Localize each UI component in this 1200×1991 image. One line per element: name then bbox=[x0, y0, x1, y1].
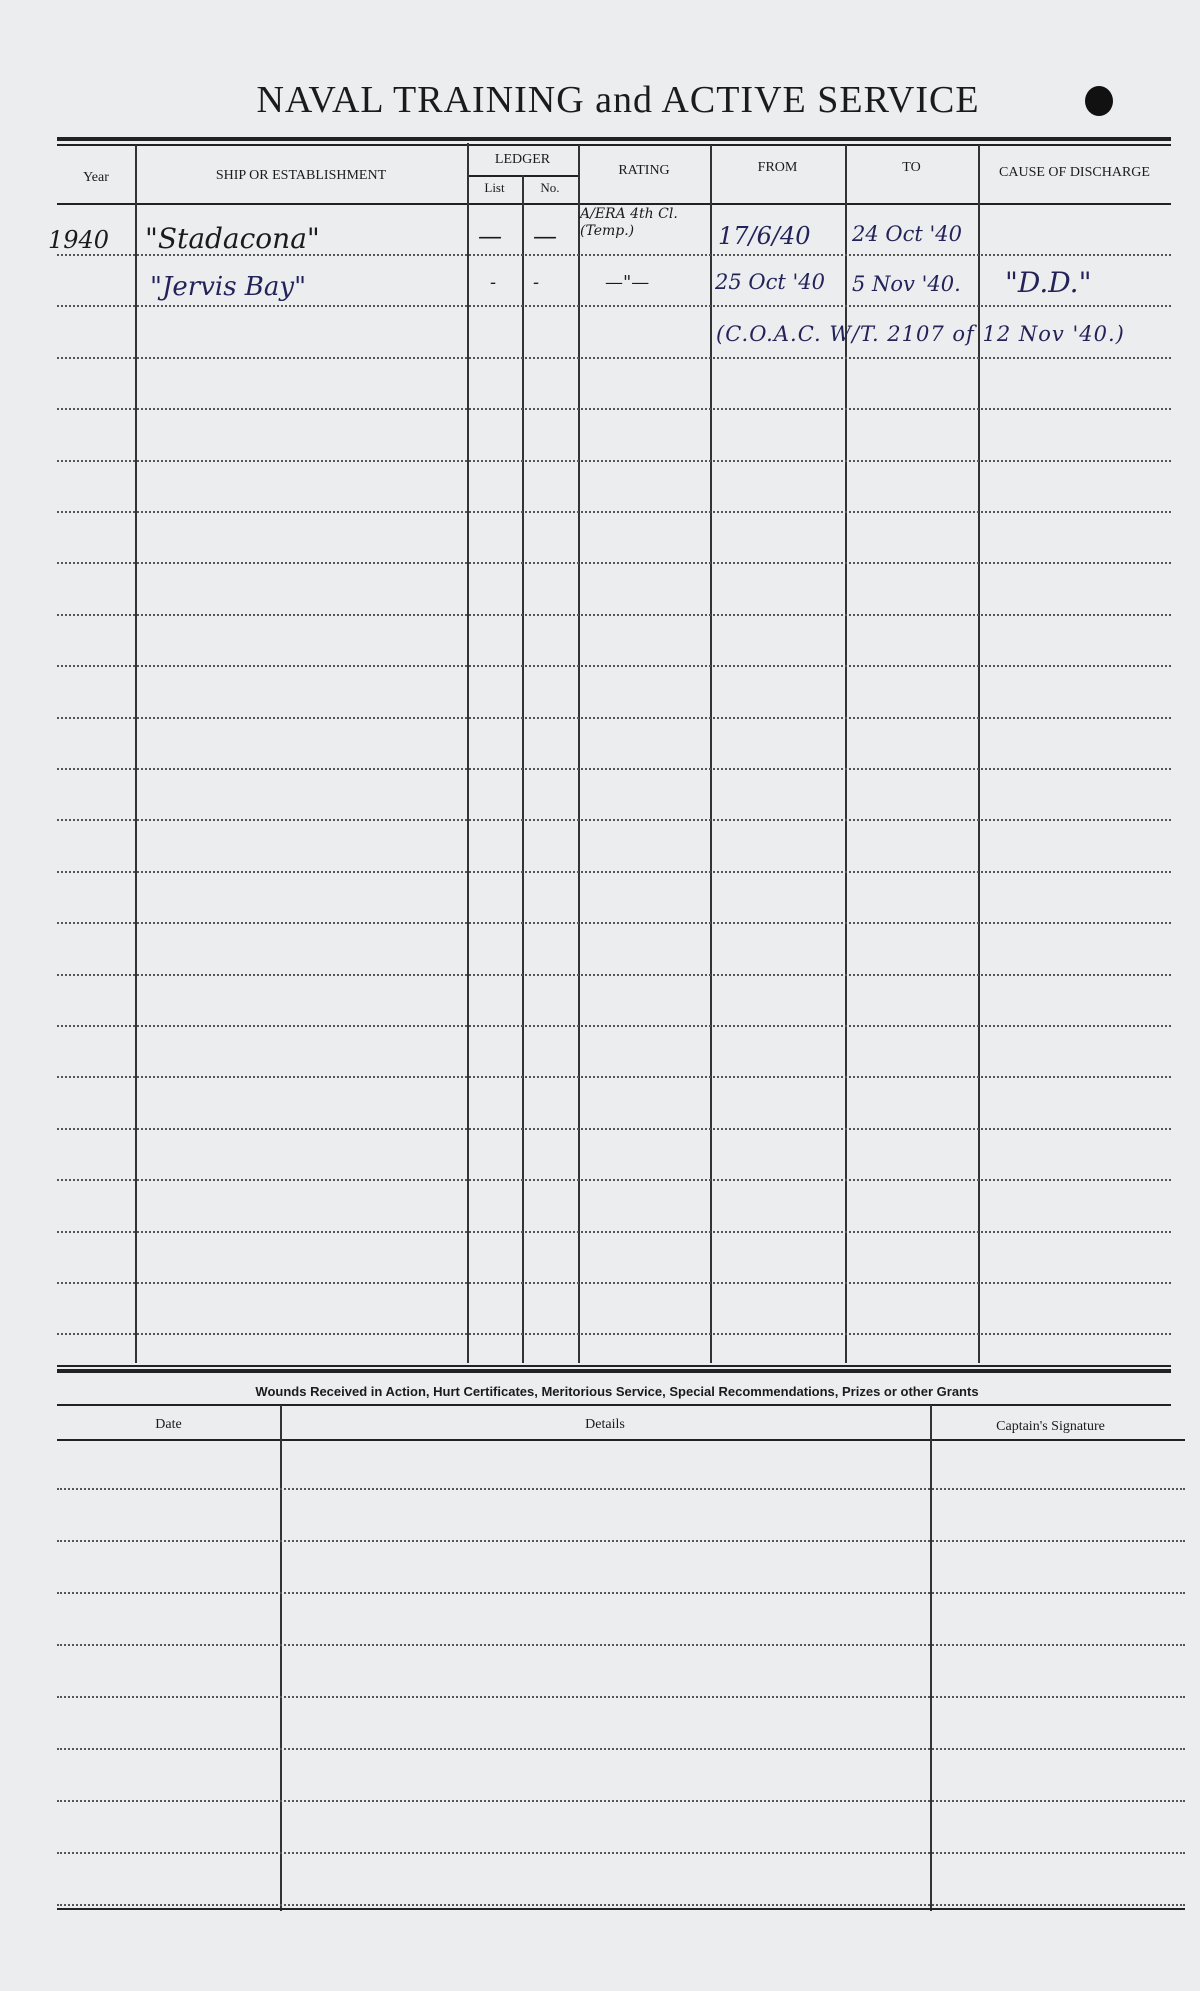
row-line bbox=[57, 1179, 1171, 1182]
row-line bbox=[57, 1852, 1185, 1854]
row-line bbox=[57, 1025, 1171, 1027]
row-line bbox=[57, 511, 1171, 513]
entry-2-from: 25 Oct '40 bbox=[715, 270, 825, 294]
entry-1-ship: "Stadacona" bbox=[145, 222, 320, 255]
row-line bbox=[57, 1540, 1185, 1542]
row-line bbox=[57, 459, 1171, 462]
column-line bbox=[467, 143, 469, 1363]
column-line bbox=[710, 145, 712, 1363]
entry-2-no: - bbox=[533, 272, 540, 293]
entry-2-to: 5 Nov '40. bbox=[852, 272, 961, 296]
awards-heading-rule bbox=[57, 1404, 1171, 1406]
entry-3-note: (C.O.A.C. W/T. 2107 of 12 Nov '40.) bbox=[716, 322, 1125, 346]
entry-1-list: — bbox=[478, 222, 502, 250]
awards-heading: Wounds Received in Action, Hurt Certific… bbox=[255, 1384, 979, 1399]
row-line bbox=[57, 1644, 1185, 1646]
row-line bbox=[57, 1230, 1171, 1233]
top-rule bbox=[57, 137, 1171, 141]
row-line bbox=[57, 1800, 1185, 1802]
row-line bbox=[57, 1127, 1171, 1130]
row-line bbox=[57, 819, 1171, 822]
entry-2-rating: —"— bbox=[605, 272, 650, 293]
header-ledger-no: No. bbox=[540, 180, 560, 195]
bottom-rule bbox=[57, 1908, 1185, 1910]
row-line bbox=[57, 922, 1171, 925]
row-line bbox=[57, 870, 1171, 873]
row-line bbox=[57, 665, 1171, 668]
header-from: FROM bbox=[757, 160, 798, 175]
header-captains-signature: Captain's Signature bbox=[996, 1419, 1105, 1434]
row-line bbox=[57, 716, 1171, 719]
row-line bbox=[57, 408, 1171, 411]
header-rating: RATING bbox=[618, 163, 670, 178]
header-bottom-rule bbox=[57, 203, 1171, 205]
entry-1-year: 1940 bbox=[48, 226, 110, 254]
awards-header-rule bbox=[57, 1439, 1185, 1441]
row-line bbox=[57, 254, 1171, 256]
column-line bbox=[978, 145, 980, 1363]
row-line bbox=[57, 613, 1171, 616]
row-line bbox=[57, 562, 1171, 565]
row-line bbox=[57, 1904, 1185, 1906]
entry-2-list: - bbox=[490, 272, 497, 293]
header-year: Year bbox=[83, 170, 109, 185]
page-title: NAVAL TRAINING and ACTIVE SERVICE bbox=[256, 79, 980, 121]
header-ship: SHIP OR ESTABLISHMENT bbox=[215, 168, 387, 183]
header-details: Details bbox=[585, 1417, 625, 1432]
row-line bbox=[57, 1696, 1185, 1698]
row-line bbox=[57, 768, 1171, 770]
row-line bbox=[57, 1282, 1171, 1284]
entry-2-cause: "D.D." bbox=[1005, 266, 1092, 299]
header-ledger-list: List bbox=[484, 180, 505, 195]
column-line bbox=[930, 1405, 932, 1911]
entry-1-rating: A/ERA 4th Cl. (Temp.) bbox=[580, 206, 678, 239]
row-line bbox=[57, 1748, 1185, 1750]
entry-1-to: 24 Oct '40 bbox=[852, 222, 962, 246]
row-line bbox=[57, 1592, 1185, 1594]
entry-1-no: — bbox=[533, 222, 557, 250]
header-cause: CAUSE OF DISCHARGE bbox=[999, 165, 1150, 180]
mid-rule bbox=[57, 1369, 1171, 1373]
header-to: TO bbox=[902, 160, 921, 175]
row-line bbox=[57, 973, 1171, 976]
top-rule-thin bbox=[57, 144, 1171, 146]
punch-hole bbox=[1085, 86, 1113, 116]
row-line bbox=[57, 1488, 1185, 1490]
header-ledger: LEDGER bbox=[494, 152, 551, 167]
column-line bbox=[845, 145, 847, 1363]
entry-2-ship: "Jervis Bay" bbox=[150, 272, 307, 302]
row-line bbox=[57, 1076, 1171, 1079]
header-date: Date bbox=[155, 1417, 182, 1432]
mid-rule-thin bbox=[57, 1365, 1171, 1367]
row-line bbox=[57, 305, 1171, 308]
row-line bbox=[57, 1333, 1171, 1336]
row-line bbox=[57, 356, 1171, 359]
entry-1-from: 17/6/40 bbox=[718, 222, 811, 250]
column-line bbox=[135, 145, 137, 1363]
column-line bbox=[280, 1405, 282, 1911]
column-line bbox=[578, 145, 580, 1363]
